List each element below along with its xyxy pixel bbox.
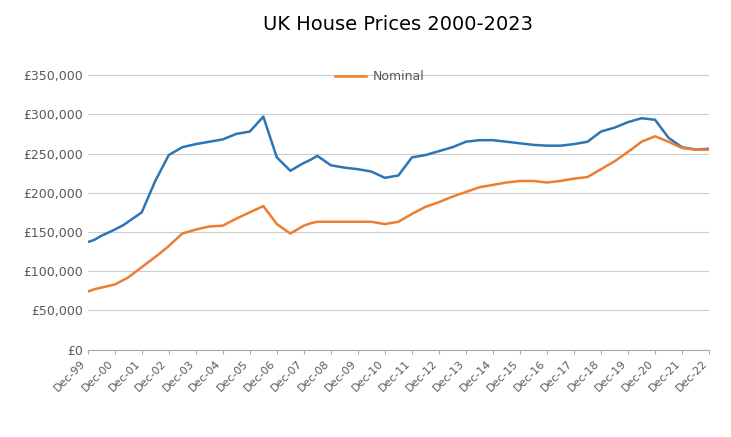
Line: Nominal: Nominal xyxy=(88,136,709,291)
Nominal xyxy=(281,228,290,233)
Title: UK House Prices 2000-2023: UK House Prices 2000-2023 xyxy=(263,15,534,34)
Nominal xyxy=(336,219,344,224)
Nominal xyxy=(651,134,659,139)
Nominal xyxy=(300,223,308,228)
Nominal xyxy=(705,147,713,152)
Nominal xyxy=(83,289,92,294)
Nominal xyxy=(630,144,639,149)
Legend: Nominal: Nominal xyxy=(330,65,429,88)
Nominal xyxy=(131,270,140,275)
Nominal xyxy=(187,228,196,233)
